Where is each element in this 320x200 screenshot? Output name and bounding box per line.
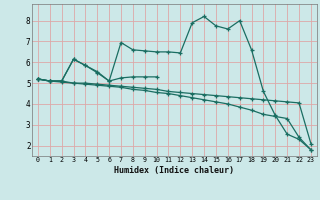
X-axis label: Humidex (Indice chaleur): Humidex (Indice chaleur) xyxy=(115,166,234,175)
